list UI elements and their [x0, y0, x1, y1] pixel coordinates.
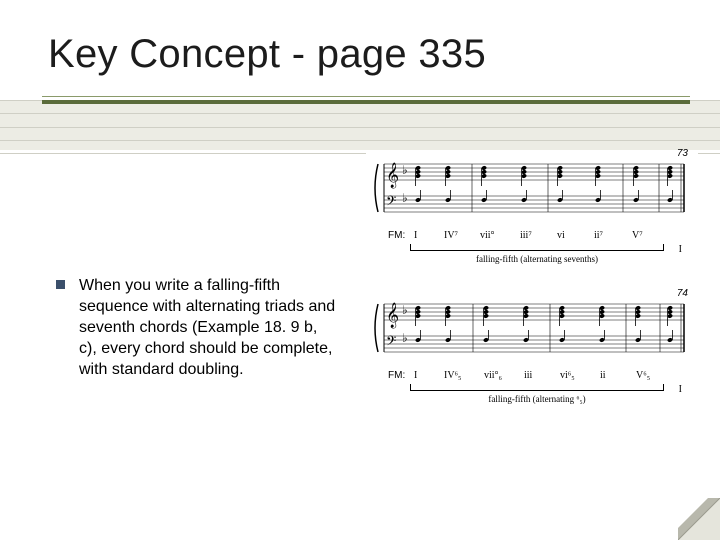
svg-text:𝄞: 𝄞 [386, 302, 399, 328]
roman-numeral: IV⁶₅ [444, 370, 462, 381]
bullet-marker-icon [56, 280, 65, 289]
svg-text:♭: ♭ [402, 191, 408, 205]
roman-numeral: iii⁷ [520, 230, 532, 241]
page-corner-fold-icon [678, 498, 720, 540]
roman-numeral: ii [600, 370, 606, 381]
final-roman-numeral: I [679, 384, 682, 395]
svg-text:𝄢: 𝄢 [386, 195, 396, 212]
title-underline [42, 100, 690, 104]
svg-text:♭: ♭ [402, 303, 408, 317]
bullet-item: When you write a falling-fifth sequence … [56, 275, 336, 381]
roman-numeral-analysis: FM: I IV⁷ vii° iii⁷ vi ii⁷ V⁷ falling-fifth (alt… [372, 230, 692, 260]
roman-numeral: V⁶₅ [636, 370, 650, 381]
key-label: FM: [388, 230, 405, 241]
roman-numeral: vi [557, 230, 565, 241]
roman-numeral: vi⁶₅ [560, 370, 575, 381]
roman-numeral: I [414, 230, 417, 241]
svg-text:𝄢: 𝄢 [386, 335, 396, 352]
roman-numeral: I [414, 370, 417, 381]
music-staff: 𝄞 𝄢 ♭ ♭ [372, 294, 692, 368]
slide-title: Key Concept - page 335 [48, 32, 486, 77]
title-underline-thin [42, 96, 690, 97]
bracket-label: falling-fifth (alternating ⁶₅) [410, 394, 664, 404]
ruled-background [0, 100, 720, 154]
roman-numeral: vii°₆ [484, 370, 502, 381]
bracket-label: falling-fifth (alternating sevenths) [410, 254, 664, 264]
roman-numeral: ii⁷ [594, 230, 603, 241]
music-staff: 𝄞 𝄢 ♭ ♭ [372, 154, 692, 228]
svg-text:♭: ♭ [402, 331, 408, 345]
body-text-area: When you write a falling-fifth sequence … [56, 275, 336, 381]
music-example: 73 𝄞 𝄢 ♭ ♭ FM: I IV⁷ vii° iii⁷ vi ii⁷ V⁷ falling-fift… [366, 150, 698, 262]
key-label: FM: [388, 370, 405, 381]
music-example: 74 𝄞 𝄢 ♭ ♭ FM: I IV⁶₅ vii°₆ iii vi⁶₅ ii V⁶₅ falling-f… [366, 290, 698, 402]
measure-number: 74 [677, 288, 688, 299]
roman-numeral-analysis: FM: I IV⁶₅ vii°₆ iii vi⁶₅ ii V⁶₅ falling-fifth (… [372, 370, 692, 400]
svg-text:♭: ♭ [402, 163, 408, 177]
analysis-bracket: falling-fifth (alternating sevenths) [410, 244, 664, 258]
music-examples-area: 73 𝄞 𝄢 ♭ ♭ FM: I IV⁷ vii° iii⁷ vi ii⁷ V⁷ falling-fift… [366, 150, 698, 402]
roman-numeral: V⁷ [632, 230, 643, 241]
roman-numeral: vii° [480, 230, 495, 241]
analysis-bracket: falling-fifth (alternating ⁶₅) [410, 384, 664, 398]
slide: Key Concept - page 335 When you write a … [0, 0, 720, 540]
roman-numeral: IV⁷ [444, 230, 458, 241]
final-roman-numeral: I [679, 244, 682, 255]
svg-text:𝄞: 𝄞 [386, 162, 399, 188]
roman-numeral: iii [524, 370, 532, 381]
measure-number: 73 [677, 148, 688, 159]
bullet-text: When you write a falling-fifth sequence … [79, 275, 336, 381]
